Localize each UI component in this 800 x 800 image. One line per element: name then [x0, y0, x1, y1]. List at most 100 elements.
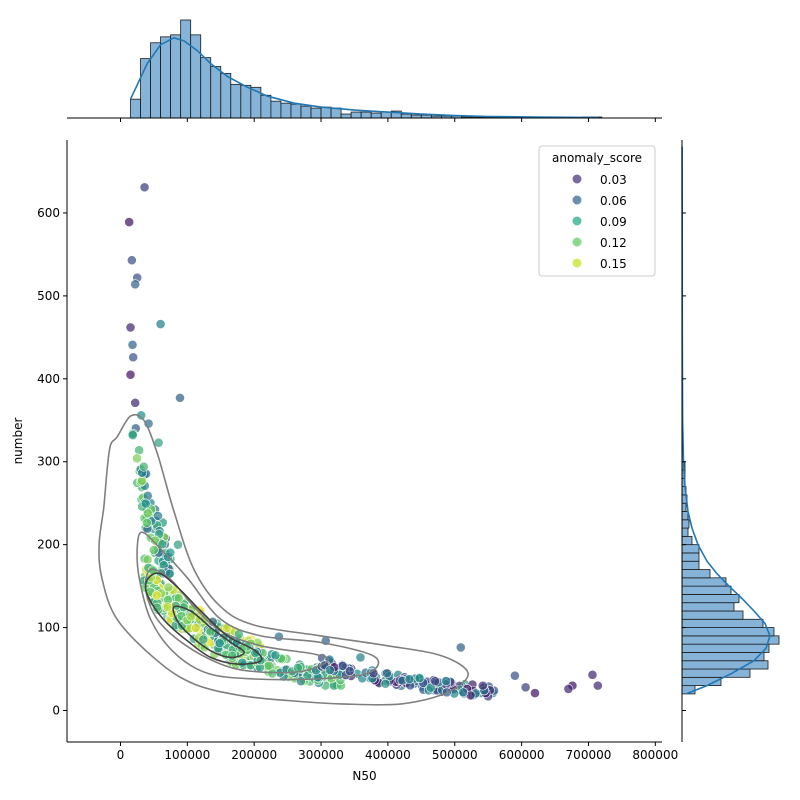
right-histogram-bar	[681, 519, 690, 529]
top-histogram-bar	[180, 19, 192, 119]
scatter-point	[227, 650, 238, 661]
scatter-point	[127, 430, 138, 441]
legend-marker	[571, 173, 583, 185]
kde-contour	[144, 568, 330, 674]
scatter-point	[134, 445, 144, 456]
right-histogram-bar	[681, 535, 693, 546]
scatter-point	[155, 319, 166, 329]
scatter-point	[414, 673, 425, 684]
scatter-point	[128, 352, 139, 363]
right-histogram-bar	[681, 635, 780, 645]
kde-contours	[98, 413, 469, 706]
top-histogram-bar	[210, 66, 222, 119]
scatter-point	[458, 687, 469, 698]
top-histogram-bar	[260, 94, 272, 119]
scatter-point	[142, 554, 153, 565]
scatter-point	[214, 638, 225, 649]
scatter-point	[344, 666, 355, 676]
scatter-point	[296, 676, 306, 687]
scatter-point	[520, 682, 531, 693]
top-histogram-bar	[310, 107, 322, 119]
top-kde-curve	[129, 36, 599, 119]
x-tick-label: 0	[117, 748, 125, 762]
scatter-point	[563, 684, 574, 694]
top-histogram-bar	[270, 100, 282, 119]
scatter-point	[250, 648, 261, 659]
scatter-point	[587, 669, 598, 680]
y-tick-label: 600	[37, 206, 60, 220]
scatter-point	[142, 508, 153, 519]
y-tick-label: 400	[37, 372, 60, 386]
scatter-point	[125, 322, 136, 333]
top-histogram-bar	[200, 57, 212, 119]
scatter-point	[404, 674, 415, 685]
right-histogram-bar	[681, 627, 775, 637]
scatter-point	[355, 652, 366, 663]
scatter-point	[124, 217, 135, 227]
right-histogram-bar	[681, 577, 727, 587]
scatter-point	[198, 634, 209, 645]
scatter-point	[165, 547, 176, 558]
right-histogram-bar	[681, 610, 744, 620]
scatter-point	[263, 660, 274, 671]
scatter-point	[237, 657, 248, 668]
legend-title: anomaly_score	[552, 151, 642, 165]
scatter-point	[382, 668, 392, 679]
top-marginal-ticks	[119, 118, 656, 122]
right-histogram-bar	[681, 602, 735, 612]
scatter-point	[324, 665, 335, 676]
x-tick-label: 200000	[231, 748, 277, 762]
top-histogram-bar	[150, 42, 161, 119]
scatter-point	[163, 582, 174, 593]
top-histogram-bar	[230, 83, 242, 119]
legend-label: 0.12	[600, 236, 627, 250]
top-histogram-bar	[400, 113, 412, 119]
top-histogram-bar	[130, 98, 141, 119]
scatter-point	[157, 539, 168, 550]
scatter-point	[190, 623, 201, 634]
scatter-point	[455, 642, 466, 653]
legend-label: 0.15	[600, 257, 627, 271]
x-tick-label: 400000	[365, 748, 411, 762]
legend-marker	[571, 236, 583, 248]
right-histogram-bar	[681, 560, 700, 570]
right-histogram-bar	[681, 668, 751, 678]
top-histogram-bar	[320, 106, 332, 119]
top-histogram-bar	[360, 111, 372, 119]
legend-marker	[571, 257, 583, 269]
x-axis-ticks: 0 100000 200000 300000 400000 500000 600000 700…	[117, 742, 678, 762]
right-histogram-bar	[681, 618, 764, 628]
x-tick-label: 800000	[632, 748, 678, 762]
right-histogram-bar	[681, 552, 700, 562]
scatter-point	[592, 680, 603, 691]
y-tick-label: 100	[37, 621, 60, 635]
top-histogram-bar	[240, 84, 252, 119]
top-histogram-bar	[350, 111, 362, 119]
legend-label: 0.03	[600, 173, 627, 187]
scatter-point	[139, 182, 150, 193]
kde-contour	[144, 572, 263, 665]
y-tick-label: 500	[37, 289, 60, 303]
right-histogram-bar	[681, 643, 770, 653]
kde-contour	[98, 413, 469, 706]
legend-label: 0.09	[600, 215, 627, 229]
scatter-point	[130, 279, 141, 290]
scatter-point	[510, 670, 520, 681]
x-tick-label: 600000	[499, 748, 545, 762]
right-histogram-bar	[681, 660, 769, 670]
scatter-point	[441, 676, 452, 686]
scatter-point	[173, 539, 183, 550]
scatter-point	[430, 676, 441, 687]
kde-contour	[172, 605, 246, 659]
top-histogram-bar	[370, 112, 382, 119]
y-axis-ticks: 0 100 200 300 400 500 600	[37, 206, 67, 717]
top-histogram-bar	[170, 34, 182, 119]
scatter-point	[162, 602, 173, 612]
scatter-point	[132, 453, 142, 464]
top-histogram-bar	[330, 107, 342, 119]
right-kde-curve	[681, 146, 771, 695]
top-histogram-bar	[290, 103, 302, 119]
right-histogram-bar	[681, 544, 700, 554]
legend-marker	[571, 215, 583, 227]
scatter-point	[530, 688, 540, 698]
